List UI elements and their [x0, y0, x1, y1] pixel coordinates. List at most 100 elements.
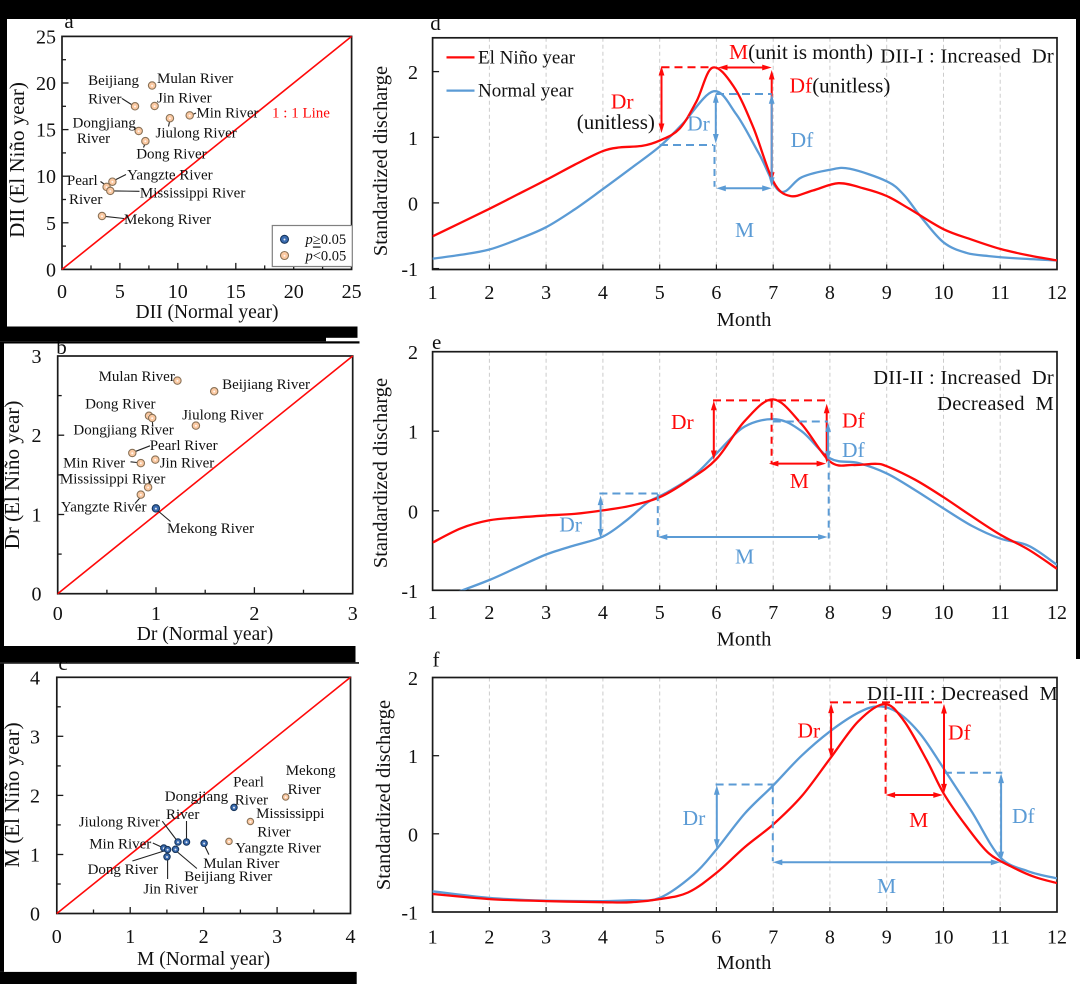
svg-text:Jin River: Jin River — [143, 882, 198, 898]
svg-text:Mekong River: Mekong River — [124, 212, 211, 228]
svg-text:7: 7 — [768, 602, 778, 624]
svg-text:M: M — [909, 808, 928, 832]
svg-text:2: 2 — [32, 425, 42, 447]
svg-text:Beijiang River: Beijiang River — [184, 869, 272, 885]
svg-text:Dr: Dr — [683, 806, 706, 830]
svg-text:d: d — [430, 11, 441, 35]
svg-text:Jiulong River: Jiulong River — [79, 814, 160, 830]
svg-text:3: 3 — [272, 926, 282, 948]
svg-text:DII (El Niño year): DII (El Niño year) — [5, 82, 29, 238]
svg-text:0: 0 — [408, 501, 418, 523]
svg-text:River: River — [235, 793, 268, 809]
svg-text:0: 0 — [408, 824, 418, 846]
svg-text:Pearl: Pearl — [67, 173, 98, 189]
svg-text:M(unit is month): M(unit is month) — [729, 40, 873, 64]
svg-text:0: 0 — [408, 193, 418, 215]
svg-text:Dr: Dr — [687, 112, 710, 136]
svg-text:-1: -1 — [401, 259, 418, 281]
svg-text:15: 15 — [36, 120, 56, 142]
svg-text:DII-III : Decreased M: DII-III : Decreased M — [867, 683, 1058, 705]
svg-text:b: b — [56, 335, 67, 359]
svg-text:10: 10 — [934, 282, 954, 304]
svg-text:Dongjiang River: Dongjiang River — [73, 423, 173, 439]
svg-text:10: 10 — [934, 927, 954, 949]
svg-text:9: 9 — [882, 602, 892, 624]
svg-text:1: 1 — [408, 746, 418, 768]
svg-text:12: 12 — [1047, 282, 1067, 304]
svg-text:3: 3 — [348, 603, 358, 625]
svg-text:Month: Month — [717, 952, 772, 974]
svg-text:Pearl: Pearl — [233, 775, 264, 791]
svg-text:Jiulong River: Jiulong River — [156, 126, 237, 142]
svg-text:Standardized discharge: Standardized discharge — [370, 378, 392, 568]
svg-text:0: 0 — [30, 904, 40, 926]
svg-text:2: 2 — [249, 603, 259, 625]
svg-text:Mississippi River: Mississippi River — [60, 471, 165, 487]
svg-text:(unitless): (unitless) — [577, 110, 655, 134]
svg-text:7: 7 — [768, 282, 778, 304]
svg-text:River: River — [88, 92, 121, 108]
svg-text:7: 7 — [768, 927, 778, 949]
svg-text:Mulan River: Mulan River — [157, 71, 233, 87]
svg-text:10: 10 — [168, 281, 188, 303]
svg-text:1: 1 — [32, 505, 42, 527]
svg-text:0: 0 — [32, 584, 42, 606]
svg-text:Normal year: Normal year — [478, 81, 574, 102]
svg-text:Beijiang: Beijiang — [88, 73, 139, 89]
svg-text:Dong River: Dong River — [88, 862, 158, 878]
svg-text:El Niño year: El Niño year — [478, 48, 576, 69]
svg-text:DII (Normal year): DII (Normal year) — [136, 302, 279, 323]
svg-text:10: 10 — [36, 166, 56, 188]
svg-text:Mississippi River: Mississippi River — [140, 185, 245, 201]
svg-text:5: 5 — [655, 282, 665, 304]
svg-text:Yangzte River: Yangzte River — [61, 500, 147, 516]
svg-text:Jin River: Jin River — [157, 91, 212, 107]
svg-text:8: 8 — [825, 927, 835, 949]
svg-text:p≥0.05: p≥0.05 — [305, 232, 347, 248]
svg-text:Yangzte River: Yangzte River — [235, 841, 321, 857]
svg-text:0: 0 — [53, 603, 63, 625]
svg-text:8: 8 — [825, 602, 835, 624]
svg-text:Dr: Dr — [559, 513, 582, 537]
svg-text:River: River — [288, 782, 321, 798]
svg-text:3: 3 — [541, 927, 551, 949]
svg-text:River: River — [166, 807, 199, 823]
svg-text:Beijiang River: Beijiang River — [222, 377, 310, 393]
svg-text:Dong River: Dong River — [136, 146, 206, 162]
svg-text:Mississippi: Mississippi — [256, 806, 324, 822]
svg-text:1: 1 — [428, 927, 438, 949]
svg-text:25: 25 — [342, 281, 362, 303]
svg-text:6: 6 — [711, 602, 721, 624]
svg-text:2: 2 — [484, 282, 494, 304]
svg-text:M: M — [735, 218, 754, 242]
svg-text:0: 0 — [52, 926, 62, 948]
svg-text:River: River — [77, 131, 110, 147]
svg-text:DII-I : Increased Dr: DII-I : Increased Dr — [880, 46, 1054, 68]
svg-text:1: 1 — [428, 602, 438, 624]
svg-text:25: 25 — [36, 26, 56, 48]
svg-text:12: 12 — [1047, 927, 1067, 949]
svg-text:Jin River: Jin River — [160, 456, 215, 472]
svg-text:1: 1 — [151, 603, 161, 625]
svg-text:11: 11 — [991, 282, 1010, 304]
svg-text:-1: -1 — [401, 903, 418, 925]
svg-text:p<0.05: p<0.05 — [305, 248, 347, 264]
svg-text:Standardized discharge: Standardized discharge — [370, 66, 392, 256]
svg-text:2: 2 — [408, 62, 418, 84]
svg-text:M (Normal year): M (Normal year) — [137, 949, 270, 970]
svg-text:5: 5 — [655, 927, 665, 949]
svg-text:M: M — [877, 874, 896, 898]
svg-text:9: 9 — [882, 282, 892, 304]
svg-text:Decreased M: Decreased M — [937, 393, 1054, 415]
svg-text:1: 1 — [30, 845, 40, 867]
svg-text:e: e — [432, 330, 441, 354]
svg-text:2: 2 — [199, 926, 209, 948]
svg-text:2: 2 — [484, 927, 494, 949]
svg-text:11: 11 — [991, 602, 1010, 624]
svg-text:Df(unitless): Df(unitless) — [790, 74, 891, 98]
svg-text:DII-II : Increased Dr: DII-II : Increased Dr — [873, 367, 1054, 389]
svg-text:2: 2 — [408, 342, 418, 364]
svg-text:1: 1 — [125, 926, 135, 948]
svg-text:2: 2 — [408, 668, 418, 690]
svg-text:8: 8 — [825, 282, 835, 304]
